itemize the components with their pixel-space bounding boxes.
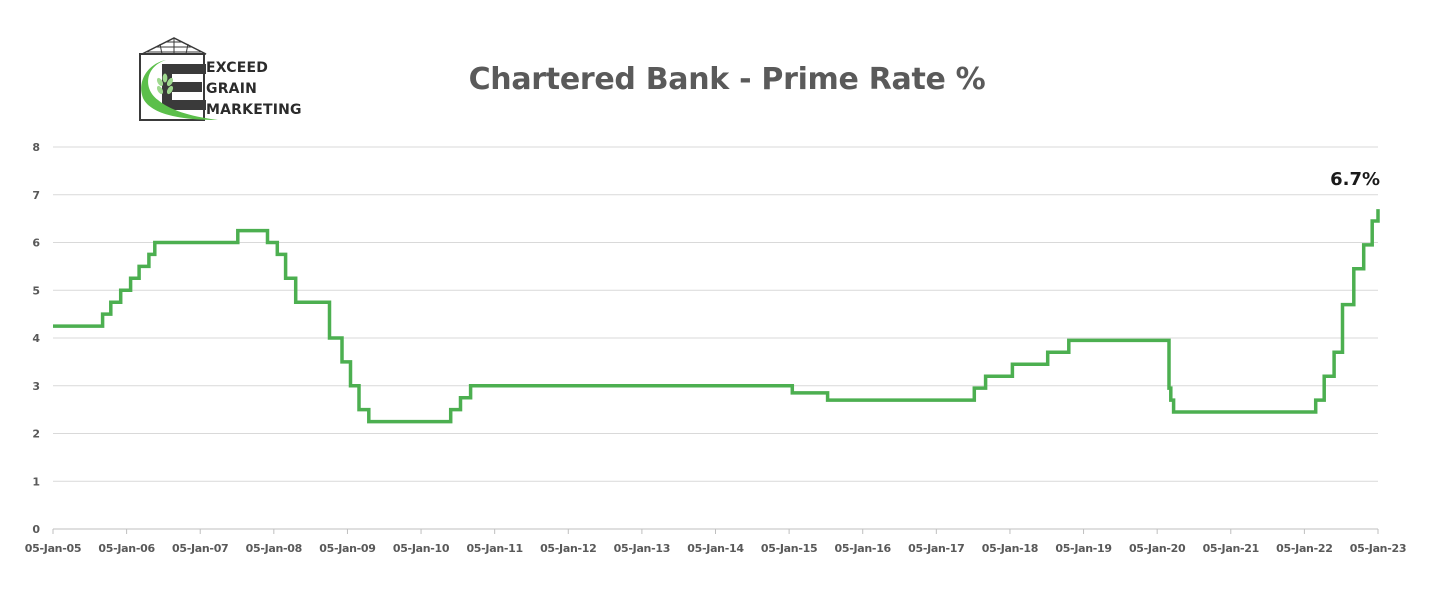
e-bar-top xyxy=(162,64,206,74)
logo-line-3: MARKETING xyxy=(206,102,302,118)
y-tick-label: 7 xyxy=(32,189,40,202)
chart-title: Chartered Bank - Prime Rate % xyxy=(468,62,986,97)
grid-lines xyxy=(53,146,1378,482)
exceed-grain-marketing-logo xyxy=(139,37,218,121)
x-tick-label: 05-Jan-07 xyxy=(172,542,228,555)
x-axis-ticks: 05-Jan-05 05-Jan-06 05-Jan-07 05-Jan-08 05-J… xyxy=(25,529,1407,555)
y-tick-label: 3 xyxy=(32,380,40,393)
y-tick-label: 4 xyxy=(32,332,40,345)
x-tick-label: 05-Jan-19 xyxy=(1055,542,1111,555)
x-tick-label: 05-Jan-14 xyxy=(687,542,744,555)
x-tick-label: 05-Jan-18 xyxy=(982,542,1038,555)
x-tick-label: 05-Jan-11 xyxy=(466,542,522,555)
x-tick-label: 05-Jan-08 xyxy=(246,542,302,555)
y-tick-label: 2 xyxy=(32,428,40,441)
y-tick-label: 0 xyxy=(32,523,40,536)
x-tick-label: 05-Jan-20 xyxy=(1129,542,1186,555)
prime-rate-series-line xyxy=(53,209,1380,424)
x-tick-label: 05-Jan-16 xyxy=(835,542,892,555)
y-tick-label: 6 xyxy=(32,237,40,250)
x-tick-label: 05-Jan-05 xyxy=(25,542,81,555)
x-tick-label: 05-Jan-23 xyxy=(1350,542,1406,555)
x-tick-label: 05-Jan-22 xyxy=(1276,542,1332,555)
x-tick-label: 05-Jan-17 xyxy=(908,542,964,555)
logo-line-2: GRAIN xyxy=(206,81,258,97)
x-tick-label: 05-Jan-13 xyxy=(614,542,670,555)
logo-line-1: EXCEED xyxy=(206,60,269,76)
y-axis-ticks: 0 1 2 3 4 5 6 7 8 xyxy=(32,141,40,536)
y-tick-label: 8 xyxy=(32,141,40,154)
x-tick-label: 05-Jan-06 xyxy=(98,542,155,555)
last-value-data-label: 6.7% xyxy=(1330,169,1380,190)
green-swoosh-icon xyxy=(141,60,218,120)
x-tick-label: 05-Jan-21 xyxy=(1203,542,1259,555)
logo-text: EXCEED GRAIN MARKETING xyxy=(206,58,302,121)
x-tick-label: 05-Jan-10 xyxy=(393,542,450,555)
wheat-icon xyxy=(156,73,174,95)
x-tick-label: 05-Jan-15 xyxy=(761,542,817,555)
y-tick-label: 5 xyxy=(32,284,40,297)
e-bar-bottom xyxy=(162,100,206,110)
e-bar-middle xyxy=(162,82,202,92)
y-tick-label: 1 xyxy=(32,475,40,488)
x-tick-label: 05-Jan-12 xyxy=(540,542,596,555)
x-tick-label: 05-Jan-09 xyxy=(319,542,375,555)
